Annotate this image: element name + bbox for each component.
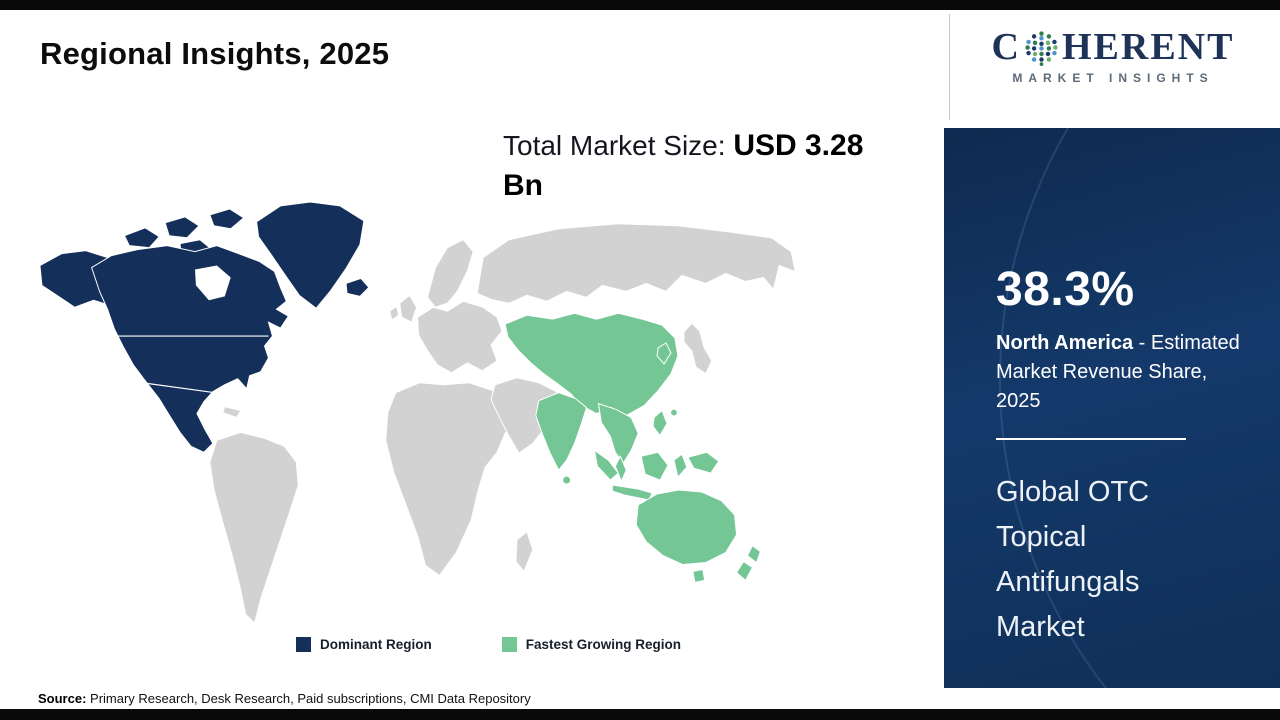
legend-swatch-fastest-growing: [501, 637, 517, 652]
region-north-america-dominant: [39, 201, 370, 453]
map-india: [535, 392, 588, 472]
bottom-border: [0, 709, 1280, 720]
map-sumatra: [593, 449, 619, 481]
map-russia: [476, 223, 796, 304]
map-taiwan: [670, 408, 678, 417]
brand-wordmark: C HERENT: [960, 28, 1266, 66]
panel-divider: [996, 438, 1186, 440]
legend-label-fastest-growing: Fastest Growing Region: [525, 637, 682, 652]
map-europe: [417, 300, 503, 374]
map-us-mexico-border: [142, 382, 215, 394]
brand-logo: C HERENT MARKET INSIGHTS: [960, 28, 1266, 85]
market-name: Global OTC Topical Antifungals Market: [996, 476, 1150, 643]
map-tasmania: [692, 568, 706, 583]
map-malay-peninsula: [614, 455, 627, 483]
region-name: North America: [996, 332, 1134, 354]
map-philippines: [652, 409, 668, 437]
map-arctic-island: [164, 216, 200, 239]
map-caribbean: [222, 405, 242, 419]
map-japan: [683, 322, 713, 375]
brand-subtitle: MARKET INSIGHTS: [1012, 71, 1214, 85]
legend-swatch-dominant: [296, 637, 311, 652]
map-legend: Dominant Region Fastest Growing Region: [296, 637, 681, 652]
map-scandinavia: [426, 239, 474, 308]
stats-panel: 38.3% North America - Estimated Market R…: [944, 128, 1280, 688]
map-africa: [385, 382, 520, 577]
map-greenland: [256, 201, 365, 309]
map-java: [611, 484, 653, 501]
source-note: Source: Primary Research, Desk Research,…: [38, 691, 531, 706]
share-value: 38.3%: [996, 263, 1135, 316]
globe-icon: [1025, 30, 1058, 66]
region-asia-pacific-fastest-growing: [504, 312, 761, 583]
map-arctic-island: [123, 227, 160, 249]
map-hudson-bay: [194, 265, 231, 301]
logo-divider: [949, 14, 950, 120]
map-central-asia-china: [504, 312, 679, 417]
map-sulawesi: [673, 453, 688, 479]
map-middle-east: [490, 377, 563, 454]
map-iceland: [345, 277, 370, 297]
brand-letter-c: C: [991, 26, 1021, 68]
map-new-zealand-south: [735, 560, 754, 582]
source-text: Primary Research, Desk Research, Paid su…: [86, 691, 531, 706]
share-description: North America - Estimated Market Revenue…: [996, 329, 1252, 416]
map-new-zealand-north: [746, 544, 761, 564]
legend-label-dominant: Dominant Region: [320, 637, 432, 652]
map-borneo: [640, 451, 669, 481]
map-arctic-island: [209, 208, 245, 230]
map-uk: [399, 294, 418, 323]
map-sri-lanka: [562, 475, 572, 485]
market-size-value: USD 3.28 Bn: [503, 129, 864, 202]
top-border: [0, 0, 1280, 10]
share-description-text: - Estimated Market Revenue Share, 2025: [996, 332, 1240, 412]
total-market-size: Total Market Size: USD 3.28 Bn: [503, 126, 897, 206]
map-indochina: [597, 402, 639, 465]
brand-letters-herent: HERENT: [1061, 26, 1235, 68]
source-label: Source:: [38, 691, 87, 706]
market-size-label: Total Market Size:: [503, 130, 734, 161]
region-rest-of-world: [209, 223, 796, 625]
map-south-america: [209, 431, 299, 625]
map-ireland: [389, 305, 400, 322]
page-title: Regional Insights, 2025: [40, 36, 390, 71]
map-north-america-mainland: [91, 245, 290, 453]
map-new-guinea: [687, 451, 720, 474]
map-australia: [635, 489, 738, 566]
legend-item-dominant: Dominant Region: [296, 637, 432, 652]
map-korea: [656, 342, 672, 365]
legend-item-fastest-growing: Fastest Growing Region: [501, 637, 682, 652]
world-map: [39, 201, 796, 625]
map-madagascar: [515, 530, 534, 573]
